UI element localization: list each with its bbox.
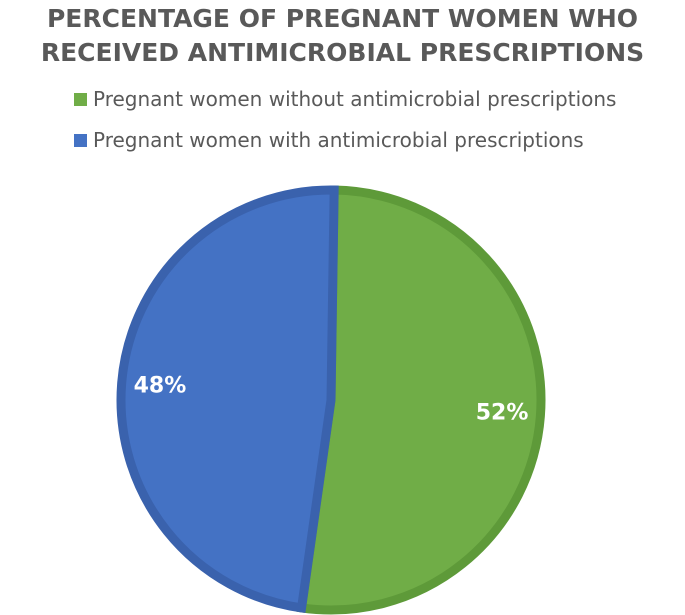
chart-title: PERCENTAGE OF PREGNANT WOMEN WHO RECEIVE… <box>40 4 645 67</box>
pie-slice-with <box>116 185 339 614</box>
data-label-with: 48% <box>134 374 187 399</box>
legend-label-without: Pregnant women without antimicrobial pre… <box>93 87 617 111</box>
legend-item-with: Pregnant women with antimicrobial prescr… <box>74 127 616 153</box>
data-label-without: 52% <box>476 400 529 425</box>
legend-label-with: Pregnant women with antimicrobial prescr… <box>93 128 584 152</box>
legend-item-without: Pregnant women without antimicrobial pre… <box>74 86 616 112</box>
pie-slice-without <box>296 185 546 615</box>
legend: Pregnant women without antimicrobial pre… <box>74 86 616 168</box>
legend-swatch-with <box>74 133 87 147</box>
legend-swatch-without <box>74 92 87 106</box>
